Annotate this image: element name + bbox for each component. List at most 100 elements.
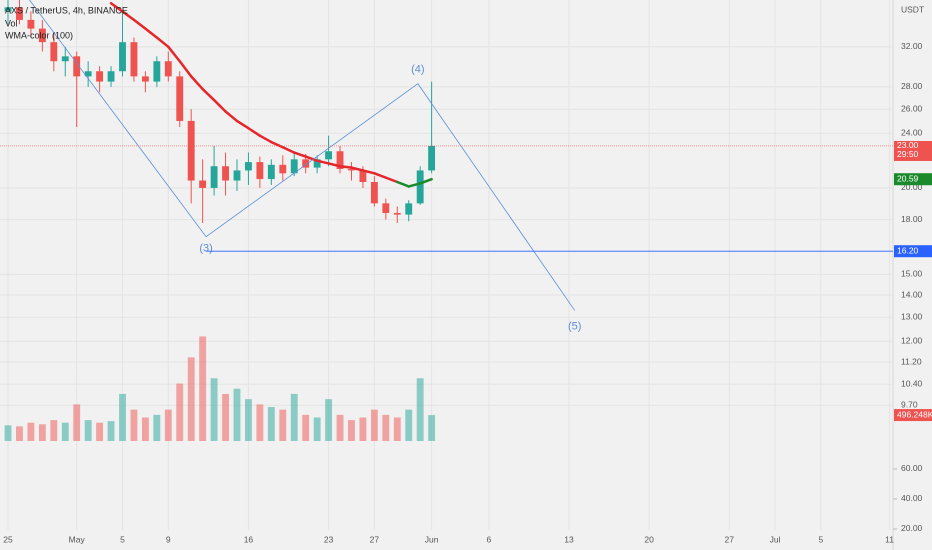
volume-pane (4, 336, 436, 441)
candle-body (405, 203, 413, 215)
candle-body (153, 61, 161, 82)
candle-body (50, 42, 58, 62)
candle-body (336, 151, 344, 170)
volume-bar (428, 415, 436, 441)
y-tick-label: 15.00 (901, 269, 923, 279)
wma-line (315, 159, 330, 165)
y-tick-label: 24.00 (901, 127, 923, 137)
volume-bar (313, 417, 321, 441)
volume-bar (38, 424, 46, 441)
candle-body (187, 120, 195, 181)
volume-bar (393, 417, 401, 441)
x-tick-label: 27 (370, 534, 380, 544)
candle-body (359, 170, 367, 182)
volume-bar (405, 409, 413, 441)
x-tick-label: 6 (486, 534, 491, 544)
candle-body (176, 76, 184, 121)
chart-title: AXS / TetherUS, 4h, BINANCE (5, 5, 128, 15)
wma-line (235, 119, 250, 130)
volume-last-box (894, 409, 932, 422)
volume-bar (84, 420, 92, 441)
axis: 25 May 5 9 16 23 27 Jun 6 13 20 27 Jul 5 11 32.00 28.00 2… (3, 41, 932, 544)
legend-wma: WMA-color (100) (5, 30, 73, 40)
hline-label: 16.20 (897, 245, 919, 255)
x-tick-label: Jul (770, 534, 781, 544)
volume-bar (96, 422, 104, 441)
wave-label: (4) (411, 64, 424, 76)
x-tick-label: 9 (166, 534, 171, 544)
volume-bar (130, 409, 138, 441)
y-tick-label: 10.40 (901, 379, 923, 389)
hline-label-box (894, 245, 932, 258)
candle-body (348, 169, 355, 171)
x-tick-label: 5 (120, 534, 125, 544)
x-tick-label: 16 (244, 534, 254, 544)
candle-body (233, 170, 241, 181)
volume-bar (336, 414, 344, 441)
candle-body (428, 145, 436, 171)
volume-bar (416, 378, 424, 441)
y-tick-label: 32.00 (901, 41, 923, 51)
wma-line (304, 155, 319, 162)
wma-line (167, 45, 181, 63)
candle-body (210, 166, 218, 188)
volume-bar (267, 407, 275, 441)
wma-line (292, 151, 307, 158)
candle-body (164, 61, 172, 77)
last-price-box (894, 140, 932, 161)
volume-bar (290, 393, 298, 441)
candle-body (393, 212, 401, 215)
wma-line (132, 18, 147, 30)
y-tick-label: 12.00 (901, 336, 923, 346)
y-tick-label: 20.00 (901, 182, 923, 192)
volume-bar (325, 399, 333, 441)
last-price-label: 23.00 (897, 140, 919, 150)
y2-tick-label: 20.00 (901, 523, 923, 533)
volume-bar (233, 388, 241, 441)
volume-bar (107, 421, 115, 441)
candle-body (84, 71, 92, 77)
volume-bar (302, 414, 310, 441)
candle-body (141, 76, 149, 82)
volume-last-label: 496.248K (897, 409, 932, 419)
candle-body (382, 203, 390, 213)
candle-body (313, 159, 321, 168)
wave-label: (5) (568, 320, 581, 332)
wma-line (155, 36, 170, 49)
candle-body (130, 42, 138, 77)
y-tick-label: 11.20 (901, 356, 922, 366)
wma-line (361, 169, 376, 175)
candle-body (267, 164, 275, 180)
y-tick-label: 26.00 (901, 103, 923, 113)
volume-bar (245, 399, 252, 441)
volume-bar (61, 422, 69, 441)
volume-bar (27, 422, 35, 441)
wma-last-label: 20.59 (897, 173, 919, 183)
candle-body (222, 166, 229, 181)
price-pane: (3) (4) (5) (0, 0, 893, 332)
candle-body (4, 7, 12, 12)
legend-volume: Vol (5, 18, 18, 28)
volume-bar (199, 336, 207, 441)
volume-bar (50, 420, 58, 441)
volume-bar (16, 426, 23, 441)
x-tick-label: May (69, 534, 86, 544)
volume-bar (222, 393, 229, 441)
y2-tick-label: 60.00 (901, 463, 923, 473)
wma-line (189, 75, 204, 91)
wma-line (258, 134, 273, 144)
wma-line (338, 164, 353, 169)
wma-line (396, 180, 410, 188)
wma-last-label-box (894, 173, 932, 186)
wave-line (29, 0, 576, 311)
wma-line (384, 176, 399, 184)
wma-line (212, 98, 227, 113)
wma-line (224, 110, 239, 123)
candle-body (256, 162, 264, 180)
y-tick-label: 13.00 (901, 312, 923, 322)
x-tick-label: 11 (885, 534, 894, 544)
wma-line (109, 1, 124, 13)
wma-line (281, 146, 296, 154)
